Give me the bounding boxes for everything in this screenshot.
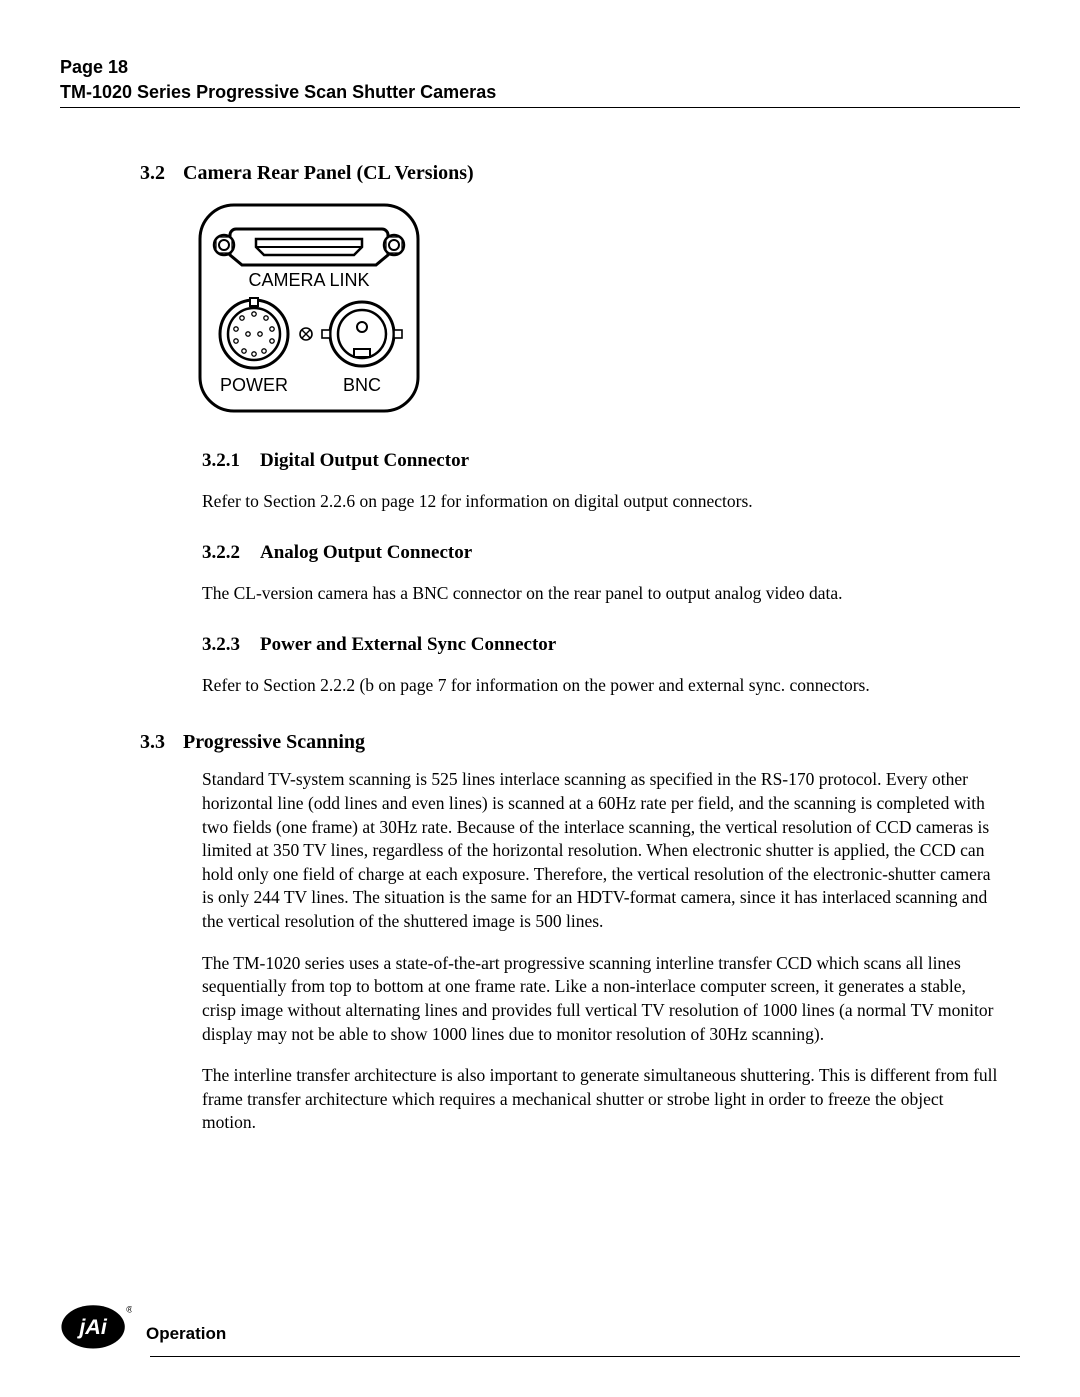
body-paragraph: Refer to Section 2.2.2 (b on page 7 for … [202,674,1000,698]
subsection-title: Power and External Sync Connector [260,634,556,656]
subsection-title: Analog Output Connector [260,542,472,564]
svg-text:jAi: jAi [76,1314,108,1339]
page-footer: jAi ® Operation [60,1298,1020,1357]
svg-text:®: ® [126,1304,132,1314]
body-paragraph: The CL-version camera has a BNC connecto… [202,582,1000,606]
section-title: Camera Rear Panel (CL Versions) [183,162,474,185]
section-title: Progressive Scanning [183,731,365,754]
doc-title: TM-1020 Series Progressive Scan Shutter … [60,80,1020,105]
footer-rule [150,1356,1020,1357]
camera-link-connector-icon [214,229,404,265]
page-number: Page 18 [60,55,1020,80]
page-header: Page 18 TM-1020 Series Progressive Scan … [60,55,1020,108]
subsection-number: 3.2.2 [202,542,240,564]
body-paragraph: Refer to Section 2.2.6 on page 12 for in… [202,490,1000,514]
subsection-title: Digital Output Connector [260,450,469,472]
power-label: POWER [220,375,288,395]
camera-link-label: CAMERA LINK [248,270,369,290]
bnc-label: BNC [343,375,381,395]
jai-logo-icon: jAi ® [60,1298,132,1350]
power-connector-icon [220,298,288,368]
body-paragraph: The TM-1020 series uses a state-of-the-a… [202,952,1000,1047]
subsection-3-2-3-heading: 3.2.3 Power and External Sync Connector [202,634,1000,656]
subsection-number: 3.2.3 [202,634,240,656]
body-paragraph: The interline transfer architecture is a… [202,1064,1000,1135]
section-number: 3.3 [140,731,165,754]
section-3-2-heading: 3.2 Camera Rear Panel (CL Versions) [140,162,1000,185]
body-paragraph: Standard TV-system scanning is 525 lines… [202,768,1000,933]
footer-section-label: Operation [146,1324,226,1350]
section-number: 3.2 [140,162,165,185]
center-screw-icon [300,328,312,340]
subsection-3-2-2-heading: 3.2.2 Analog Output Connector [202,542,1000,564]
subsection-3-2-1-heading: 3.2.1 Digital Output Connector [202,450,1000,472]
subsection-number: 3.2.1 [202,450,240,472]
section-3-3-heading: 3.3 Progressive Scanning [140,731,1000,754]
rear-panel-diagram: CAMERA LINK [194,199,1000,422]
